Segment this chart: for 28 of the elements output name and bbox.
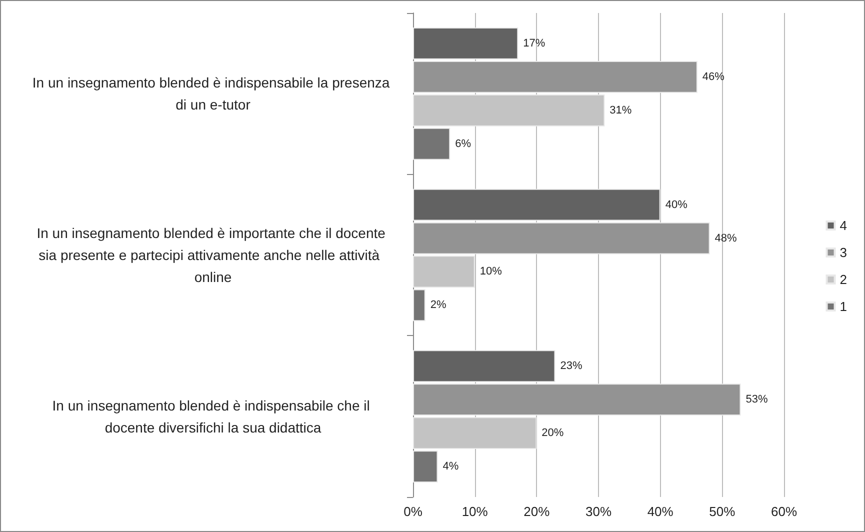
data-label: 6% — [455, 138, 472, 150]
bar — [413, 289, 426, 322]
data-label: 48% — [714, 232, 738, 244]
data-label: 23% — [560, 360, 582, 372]
data-label: 53% — [746, 394, 768, 406]
legend-label: 2 — [840, 272, 848, 287]
legend-label: 1 — [840, 299, 848, 314]
legend-label: 3 — [840, 245, 848, 260]
data-label: 2% — [430, 299, 446, 312]
data-label: 4% — [442, 460, 459, 473]
x-tick-label: 10% — [462, 504, 488, 519]
data-label: 17% — [523, 37, 546, 50]
data-label: 31% — [610, 104, 632, 116]
x-tick-label: 30% — [585, 504, 612, 519]
bar — [413, 188, 660, 221]
y-tick-label: In un insegnamento blended è indispensabile la presenza di un e-tutor — [32, 74, 394, 113]
y-tick-label: In un insegnamento blended è indispensabile che il docente diversifichi la sua didattica — [52, 397, 374, 436]
legend-label: 4 — [840, 218, 848, 233]
x-tick-label: 60% — [770, 504, 798, 519]
data-label: 20% — [542, 427, 564, 440]
x-tick-label: 50% — [709, 504, 736, 519]
data-label: 10% — [480, 266, 502, 278]
x-tick-label: 0% — [404, 504, 423, 519]
x-tick-label: 40% — [647, 504, 674, 519]
data-label: 40% — [665, 198, 688, 211]
data-label: 46% — [702, 70, 725, 83]
x-tick-label: 20% — [524, 504, 550, 519]
y-tick-label: In un insegnamento blended è importante che il docente sia presente e partecipi attivamente anche nelle attività online — [36, 225, 390, 285]
